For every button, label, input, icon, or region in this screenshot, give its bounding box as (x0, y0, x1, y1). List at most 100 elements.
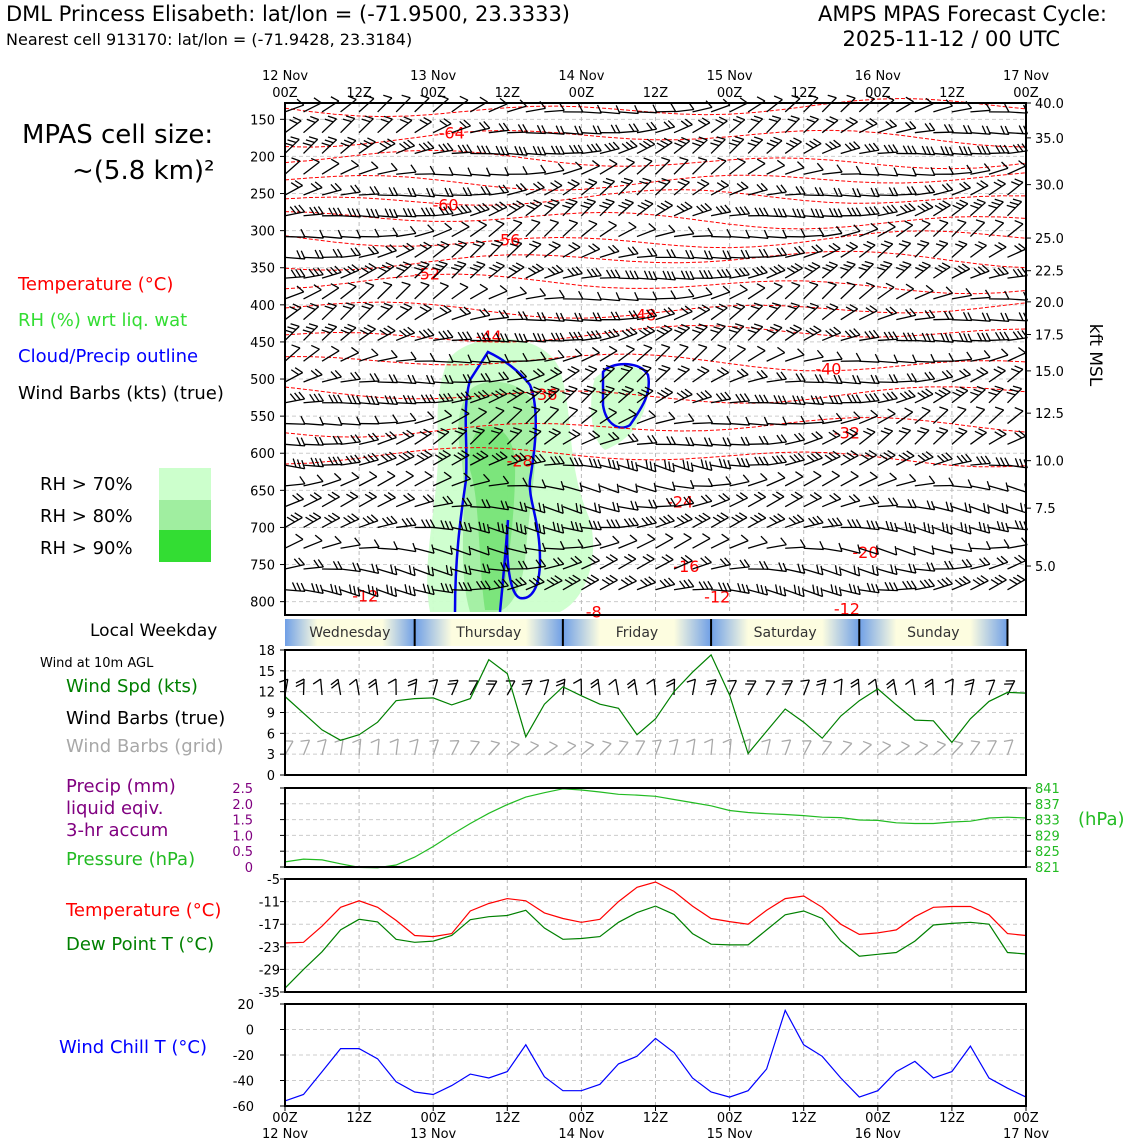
wind-barb-flag (725, 268, 732, 278)
top-date-label: 15 Nov (707, 69, 753, 84)
wind-barb-flag (651, 434, 658, 444)
wind-barb-flag (773, 323, 783, 329)
wind-barb (692, 136, 708, 154)
wind-barb-shaft (859, 547, 879, 556)
wind-barb-flag (801, 587, 805, 597)
wind-barb-flag (739, 206, 746, 215)
wind-barb (692, 555, 712, 570)
wind-barb-flag (682, 459, 686, 469)
wind-barb-flag (354, 454, 361, 463)
wind-barb-flag (793, 246, 801, 255)
wind-barb-shaft (951, 506, 972, 514)
wind-barb-shaft (599, 437, 620, 445)
wind-barb-flag (364, 493, 374, 500)
wind-barb-shaft (896, 455, 915, 466)
wind-barb-shaft (1007, 435, 1027, 445)
wind-barb (673, 513, 693, 529)
wind-barb (877, 449, 896, 466)
wind-barb (914, 184, 936, 196)
wind-barb (686, 678, 696, 696)
wind-barb-flag (958, 577, 967, 585)
panel-frame (284, 878, 1027, 993)
wind-barb-shaft (525, 373, 545, 383)
wind-barb-flag (869, 206, 876, 215)
wind-barb-flag (583, 201, 593, 206)
wind-barb-flag (367, 246, 375, 255)
wind-barb-flag (519, 452, 527, 460)
wind-barb-flag (912, 564, 917, 574)
wind-barb-flag (739, 492, 748, 499)
wind-barb (562, 385, 578, 404)
wind-barb (544, 145, 565, 155)
wind-barb-flag (628, 408, 637, 415)
wind-barb-shaft (377, 234, 398, 238)
wind-barb-shaft (525, 221, 541, 238)
wind-barb-shaft (988, 464, 1009, 467)
wind-barb-flag (340, 329, 350, 334)
wind-barb (822, 207, 843, 218)
wind-barb (562, 539, 584, 549)
wind-barb-shaft (617, 367, 634, 383)
wind-barb (599, 740, 612, 756)
wind-barb-flag (399, 264, 409, 269)
wind-barb (766, 95, 783, 113)
wind-barb (914, 500, 936, 511)
wind-barb-flag (461, 449, 470, 456)
wind-barb-shaft (322, 463, 343, 466)
wind-barb-shaft (692, 464, 713, 472)
wind-barb-flag (555, 682, 565, 687)
wind-barb (785, 432, 806, 445)
wind-barb-shaft (1007, 368, 1024, 383)
wind-barb (858, 449, 877, 466)
wind-barb-shaft (895, 242, 912, 258)
wind-barb-shaft (414, 500, 434, 508)
wind-barb-flag (685, 436, 691, 446)
wind-barb (389, 738, 399, 756)
wind-barb-flag (707, 227, 714, 237)
wind-barb-flag (331, 682, 339, 689)
wind-barb-flag (976, 577, 985, 584)
wind-barb-flag (793, 324, 802, 330)
wind-barb (635, 740, 646, 756)
wind-barb-shaft (432, 98, 449, 113)
wind-barb (580, 740, 595, 756)
wind-barb (432, 427, 450, 445)
wind-barb-shaft (951, 547, 972, 553)
wind-barb-shaft (821, 741, 833, 756)
wind-barb-flag (809, 94, 819, 99)
wind-barb-flag (670, 103, 677, 112)
wind-barb-flag (911, 145, 917, 155)
wind-barb-shaft (1007, 201, 1023, 217)
wind-barb-shaft (729, 289, 748, 300)
wind-barb-flag (848, 495, 857, 503)
wind-barb-flag (568, 144, 575, 154)
wind-barb-flag (519, 501, 524, 511)
wind-barb-flag (607, 433, 616, 441)
wind-barb (970, 180, 989, 196)
wind-barb-flag (361, 305, 371, 310)
wind-barb (840, 94, 856, 113)
wind-barb-flag (482, 563, 487, 573)
wind-barb-flag (476, 261, 486, 266)
wind-barb-flag (1010, 368, 1020, 373)
wind-barb (840, 394, 862, 404)
wind-barb-shaft (525, 506, 546, 514)
wind-barb (303, 512, 322, 529)
wind-barb-flag (825, 264, 835, 269)
wind-barb-flag (464, 391, 472, 399)
wind-barb-flag (483, 121, 491, 129)
wind-barb-flag (595, 267, 602, 277)
wind-barb (766, 371, 787, 383)
wind-barb (692, 269, 714, 279)
wind-barb-flag (794, 491, 803, 498)
wind-barb-flag (627, 434, 635, 442)
wind-barb-flag (965, 678, 975, 683)
wind-barb-flag (345, 455, 353, 464)
wind-barb-shaft (692, 346, 708, 362)
wind-barb-flag (568, 431, 577, 438)
wind-barb (932, 240, 949, 258)
wind-barb-shaft (1007, 410, 1024, 425)
wind-barb (581, 502, 602, 514)
wind-barb-shaft (562, 464, 583, 467)
wind-barb (748, 456, 769, 466)
